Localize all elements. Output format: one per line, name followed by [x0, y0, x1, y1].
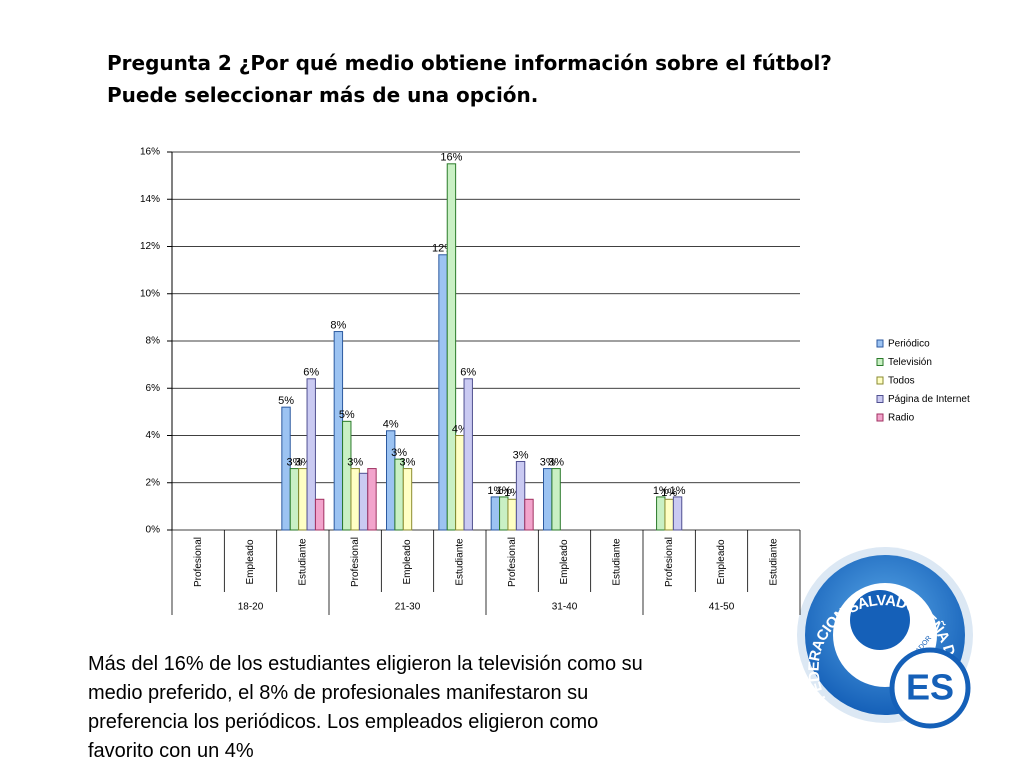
data-label: 1% — [496, 485, 512, 497]
subtitle: Puede seleccionar más de una opción. — [107, 83, 538, 107]
bar — [524, 498, 534, 531]
data-label: 1% — [661, 487, 677, 499]
y-tick-label: 10% — [140, 288, 160, 299]
group-label: 18-20 — [238, 602, 264, 613]
x-tick-label: Profesional — [507, 537, 518, 587]
data-label: 3% — [540, 456, 556, 468]
x-tick-label: Estudiante — [611, 538, 622, 586]
bar — [664, 498, 674, 531]
bar — [350, 468, 360, 531]
bar — [499, 496, 509, 531]
data-label: 3% — [548, 456, 564, 468]
logo: FEDERACION SALVADOREÑA DE FUTBOL EL SALV… — [797, 547, 973, 729]
x-tick-label: Estudiante — [454, 538, 465, 586]
bar — [358, 472, 369, 531]
data-label: 3% — [286, 456, 302, 468]
legend-swatch — [876, 376, 884, 385]
bar — [333, 331, 344, 531]
x-tick-label: Estudiante — [297, 538, 308, 586]
data-label: 3% — [400, 456, 416, 468]
legend-label: Todos — [888, 376, 915, 387]
group-label: 21-30 — [395, 602, 421, 613]
bar — [281, 406, 291, 531]
body-line: preferencia los periódicos. Los empleado… — [88, 711, 598, 733]
bar — [463, 378, 473, 531]
bar — [289, 468, 300, 531]
bar — [656, 496, 666, 531]
body-line: Más del 16% de los estudiantes eligieron… — [88, 653, 643, 675]
legend-swatch — [876, 339, 884, 348]
logo-ball — [850, 590, 910, 650]
y-tick-label: 4% — [146, 430, 161, 441]
y-tick-label: 8% — [146, 336, 161, 347]
body-text: Más del 16% de los estudiantes eligieron… — [88, 653, 643, 762]
bar — [446, 163, 457, 531]
y-tick-label: 16% — [140, 147, 160, 158]
data-label: 1% — [670, 485, 686, 497]
bar — [386, 430, 396, 531]
x-tick-label: Empleado — [402, 539, 413, 584]
y-tick-label: 14% — [140, 194, 160, 205]
bar — [314, 498, 325, 531]
legend-label: Radio — [888, 413, 915, 424]
bar — [342, 420, 352, 531]
group-label: 41-50 — [709, 602, 735, 613]
data-label: 3% — [513, 449, 529, 461]
bar — [402, 468, 413, 531]
data-label: 3% — [347, 456, 363, 468]
x-tick-label: Empleado — [559, 539, 570, 584]
y-tick-label: 2% — [146, 477, 161, 488]
body-line: favorito con un 4% — [88, 740, 254, 762]
legend-label: Página de Internet — [888, 394, 970, 405]
bar — [394, 458, 404, 531]
legend-swatch — [876, 358, 884, 366]
y-tick-label: 0% — [146, 525, 161, 536]
x-tick-label: Profesional — [350, 537, 361, 587]
logo-badge — [889, 647, 971, 729]
bar — [543, 468, 553, 531]
bar — [438, 254, 448, 531]
x-tick-label: Empleado — [716, 539, 727, 584]
bar — [298, 468, 308, 531]
bar — [367, 468, 377, 531]
legend-swatch — [876, 395, 884, 403]
data-label: 3% — [391, 447, 407, 459]
data-label: 1% — [653, 485, 669, 497]
bar — [455, 435, 465, 531]
bar — [551, 468, 561, 531]
title: Pregunta 2 ¿Por qué medio obtiene inform… — [107, 51, 832, 75]
bar — [507, 498, 517, 531]
bar — [672, 496, 683, 531]
x-tick-label: Profesional — [193, 537, 204, 587]
group-label: 31-40 — [552, 602, 578, 613]
data-label: 8% — [330, 319, 346, 331]
data-label: 16% — [440, 152, 462, 164]
y-tick-label: 6% — [146, 383, 161, 394]
data-label: 1% — [487, 485, 503, 497]
bar — [306, 378, 316, 531]
data-label: 6% — [460, 367, 476, 379]
data-label: 5% — [278, 395, 294, 407]
bar — [490, 496, 501, 531]
data-label: 5% — [339, 409, 355, 421]
data-label: 4% — [383, 419, 399, 431]
y-tick-label: 12% — [140, 241, 160, 252]
legend-label: Televisión — [888, 357, 932, 368]
logo-initials: ES — [906, 667, 954, 708]
body-line: medio preferido, el 8% de profesionales … — [88, 682, 588, 704]
legend-label: Periódico — [888, 339, 930, 350]
x-tick-label: Estudiante — [768, 538, 779, 586]
data-label: 6% — [303, 367, 319, 379]
x-tick-label: Profesional — [664, 537, 675, 587]
legend-swatch — [876, 413, 884, 422]
x-tick-label: Empleado — [245, 539, 256, 584]
bar — [515, 460, 526, 531]
